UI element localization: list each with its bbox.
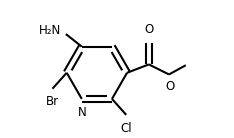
- Text: Cl: Cl: [121, 122, 132, 135]
- Text: O: O: [165, 80, 174, 93]
- Text: Br: Br: [46, 95, 59, 108]
- Text: N: N: [77, 106, 86, 119]
- Text: O: O: [144, 23, 154, 36]
- Text: H₂N: H₂N: [39, 24, 61, 37]
